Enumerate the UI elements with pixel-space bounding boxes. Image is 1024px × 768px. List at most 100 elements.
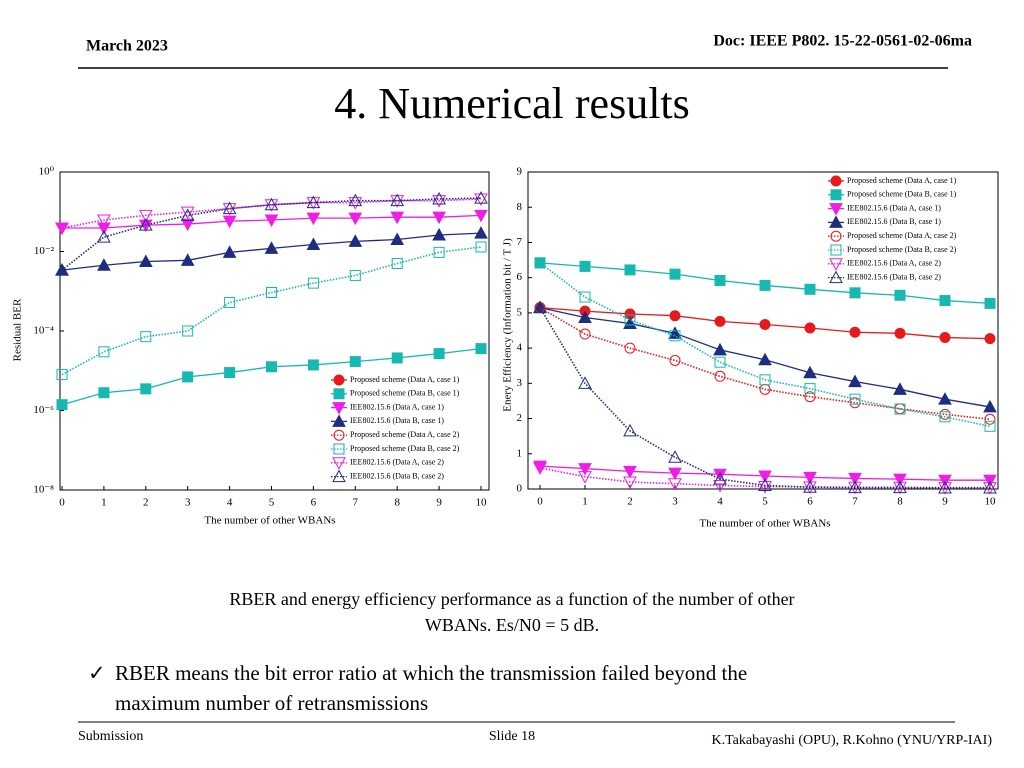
data-point bbox=[938, 474, 952, 488]
series-line bbox=[539, 306, 991, 421]
data-point bbox=[533, 462, 547, 475]
data-point bbox=[390, 211, 405, 225]
data-point bbox=[848, 472, 862, 486]
data-point bbox=[758, 481, 772, 494]
data-point bbox=[849, 287, 861, 299]
data-point bbox=[623, 423, 637, 437]
data-point bbox=[432, 227, 446, 241]
x-tick-label: 5 bbox=[269, 497, 275, 509]
data-point bbox=[939, 295, 951, 307]
data-point bbox=[222, 201, 237, 215]
legend-label: IEE802.15.6 (Data B, case 1) bbox=[847, 217, 941, 226]
series-line bbox=[539, 262, 991, 428]
data-point bbox=[624, 264, 636, 276]
series-line bbox=[61, 246, 482, 376]
y-tick-label: 10⁻⁶ bbox=[33, 404, 54, 416]
data-point bbox=[56, 399, 68, 411]
data-point bbox=[138, 209, 153, 223]
data-point bbox=[264, 241, 279, 254]
data-point bbox=[713, 472, 727, 485]
x-tick-label: 2 bbox=[627, 496, 633, 508]
data-point bbox=[938, 392, 952, 405]
data-point bbox=[984, 413, 996, 425]
x-tick-label: 4 bbox=[717, 496, 723, 508]
data-point bbox=[182, 371, 194, 383]
data-point bbox=[474, 209, 488, 223]
legend-label: IEE802.15.6 (Data B, case 2) bbox=[847, 272, 941, 281]
data-point bbox=[714, 356, 726, 368]
legend-label: IEE802.15.6 (Data A, case 1) bbox=[847, 203, 941, 212]
data-point bbox=[578, 471, 592, 484]
data-point bbox=[939, 332, 951, 344]
y-tick-label: 6 bbox=[517, 271, 523, 283]
x-tick-label: 0 bbox=[537, 496, 543, 508]
data-point bbox=[668, 478, 682, 491]
legend-label: Proposed scheme (Data B, case 2) bbox=[350, 444, 460, 453]
plot-frame bbox=[527, 171, 999, 490]
x-tick-label: 3 bbox=[185, 497, 191, 509]
y-tick-label: 10⁻⁸ bbox=[33, 484, 54, 496]
x-axis-label: The number of other WBANs bbox=[699, 518, 830, 530]
x-tick-label: 6 bbox=[807, 496, 813, 508]
legend-label: Proposed scheme (Data A, case 2) bbox=[847, 231, 957, 240]
y-tick-label: 4 bbox=[517, 342, 523, 354]
legend-label: Proposed scheme (Data A, case 1) bbox=[350, 375, 460, 384]
data-point bbox=[758, 478, 772, 491]
legend-marker bbox=[333, 429, 345, 441]
y-axis-label: Enery Efficiency (Information bit / T J) bbox=[502, 238, 514, 412]
data-point bbox=[180, 206, 195, 220]
x-tick-label: 8 bbox=[394, 497, 400, 509]
legend-marker bbox=[830, 244, 842, 256]
data-point bbox=[713, 342, 727, 356]
legend-label: Proposed scheme (Data A, case 2) bbox=[350, 430, 460, 439]
x-tick-label: 2 bbox=[143, 497, 149, 509]
data-point bbox=[894, 403, 906, 415]
data-point bbox=[849, 393, 861, 405]
data-point bbox=[533, 460, 547, 474]
x-axis-label: The number of other WBANs bbox=[204, 515, 335, 527]
data-point bbox=[432, 211, 446, 225]
data-point bbox=[623, 476, 637, 489]
data-point bbox=[669, 354, 681, 366]
data-point bbox=[182, 325, 194, 337]
y-tick-label: 0 bbox=[517, 483, 523, 495]
x-tick-label: 6 bbox=[311, 497, 317, 509]
footer-left: Submission bbox=[78, 729, 143, 744]
data-point bbox=[848, 480, 862, 494]
series bbox=[533, 460, 997, 488]
data-point bbox=[893, 473, 907, 487]
x-tick-label: 10 bbox=[476, 497, 488, 509]
caption: WBANs. Es/N0 = 5 dB. bbox=[425, 615, 599, 635]
legend-label: Proposed scheme (Data B, case 1) bbox=[350, 389, 460, 398]
data-point bbox=[803, 480, 817, 493]
data-point bbox=[938, 480, 952, 494]
slide-title: 4. Numerical results bbox=[334, 79, 690, 128]
legend-label: Proposed scheme (Data B, case 1) bbox=[847, 190, 957, 199]
legend-label: IEE802.15.6 (Data B, case 1) bbox=[350, 416, 444, 425]
data-point bbox=[433, 246, 445, 258]
data-point bbox=[759, 319, 771, 331]
data-point bbox=[264, 197, 279, 211]
series-line bbox=[61, 198, 482, 229]
data-point bbox=[713, 468, 727, 482]
x-tick-label: 0 bbox=[59, 497, 65, 509]
data-point bbox=[758, 352, 772, 366]
data-point bbox=[893, 480, 907, 494]
series bbox=[534, 257, 996, 432]
data-point bbox=[138, 254, 153, 268]
data-point bbox=[983, 480, 997, 494]
legend-marker bbox=[829, 270, 843, 284]
legend-marker bbox=[332, 469, 346, 483]
legend-label: Proposed scheme (Data A, case 1) bbox=[847, 176, 957, 185]
data-point bbox=[624, 314, 636, 326]
data-point bbox=[349, 356, 361, 368]
data-point bbox=[390, 193, 405, 207]
legend-label: IEE802.15.6 (Data A, case 1) bbox=[350, 402, 444, 411]
data-point bbox=[306, 212, 321, 226]
data-point bbox=[578, 376, 592, 389]
data-point bbox=[224, 297, 236, 309]
data-point bbox=[98, 346, 110, 358]
data-point bbox=[307, 277, 319, 289]
data-point bbox=[579, 291, 591, 303]
x-tick-label: 9 bbox=[942, 496, 948, 508]
